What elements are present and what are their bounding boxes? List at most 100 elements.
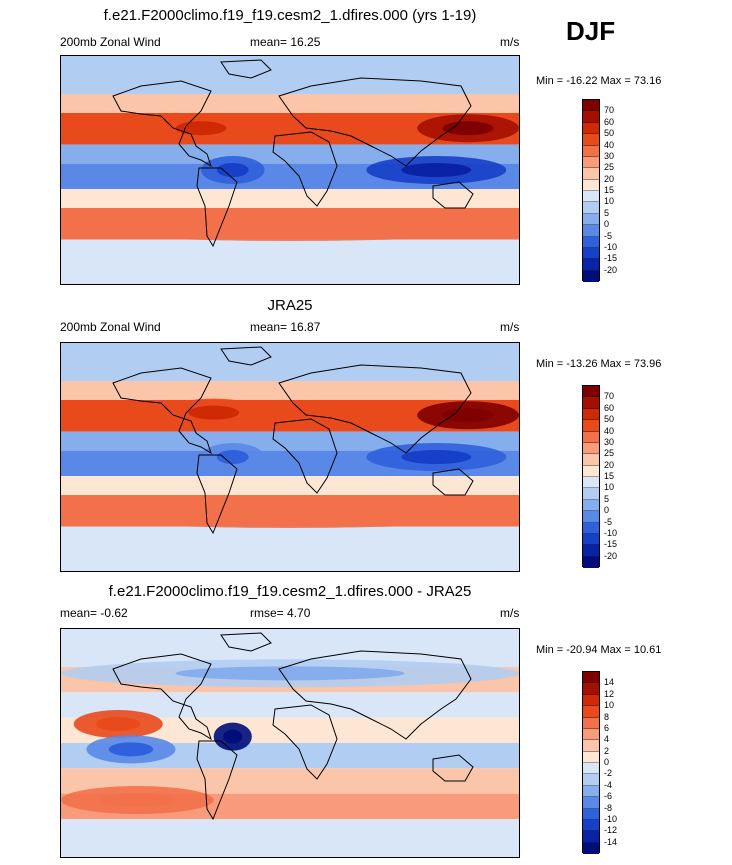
colorbar-swatch [583, 533, 599, 546]
colorbar-tick-label: 30 [604, 436, 615, 447]
colorbar-tick-label: -10 [604, 527, 618, 538]
coastline [220, 346, 272, 366]
wind-field-map [61, 629, 519, 857]
colorbar-tick-label: -15 [604, 539, 618, 550]
colorbar-swatch [583, 785, 599, 798]
colorbar-tick-label: 0 [604, 757, 610, 767]
colorbar-tick-label: 60 [604, 116, 615, 127]
colorbar-swatch [583, 672, 599, 684]
zonal-band [61, 189, 519, 208]
colorbar-tick-label: 25 [604, 162, 615, 173]
colorbar-tick-label: -4 [604, 779, 613, 790]
colorbar-swatch [583, 842, 599, 854]
panel-3-units: m/s [500, 606, 520, 620]
colorbar-tick-label: -6 [604, 791, 613, 802]
wind-feature-core [442, 121, 494, 136]
zonal-band [61, 343, 519, 381]
panel-3-minmax: Min = -20.94 Max = 10.61 [536, 644, 662, 656]
colorbar-swatch [583, 454, 599, 466]
coastline [432, 468, 474, 496]
colorbar-strip [582, 671, 600, 854]
zonal-band [61, 56, 519, 94]
colorbar-swatch [583, 111, 599, 123]
wind-feature-core [175, 507, 405, 521]
coastline [196, 454, 238, 535]
coastline [196, 167, 238, 248]
colorbar-swatch [583, 717, 599, 729]
colorbar-swatch [583, 763, 599, 775]
colorbar-tick-label: -12 [604, 825, 618, 836]
colorbar-tick-label: 0 [604, 219, 610, 230]
colorbar-tick-label: 4 [604, 734, 610, 745]
colorbar-tick-label: 5 [604, 207, 610, 218]
colorbar-tick-label: 10 [604, 700, 615, 711]
coastline [278, 364, 472, 454]
colorbar-swatch [583, 225, 599, 237]
coastline [272, 131, 338, 207]
colorbar-tick-label: 25 [604, 448, 615, 459]
panel-1-colorbar: 70 60 50 40 30 25 20 15 10 5 0 -5 -10 -15 -20 [582, 99, 642, 282]
coastline [220, 59, 272, 79]
colorbar-tick-label: 70 [604, 391, 615, 402]
zonal-band [61, 381, 519, 400]
colorbar-swatch [583, 156, 599, 169]
zonal-band [61, 819, 519, 857]
panel-3-colorbar: 14 12 10 8 6 4 2 0 -2 -4 -6 -8 -10 -12 -14 [582, 671, 642, 854]
panel-2-map [60, 342, 520, 572]
colorbar-swatch [583, 465, 599, 477]
wind-feature-core [99, 793, 176, 807]
colorbar-swatch [583, 728, 599, 741]
colorbar-swatch [583, 202, 599, 214]
wind-feature-core [108, 742, 154, 757]
colorbar-swatch [583, 797, 599, 809]
wind-feature-core [175, 666, 405, 681]
coastline [196, 740, 238, 821]
colorbar-swatch [583, 774, 599, 786]
colorbar-tick-label: 20 [604, 173, 615, 184]
coastline [272, 704, 338, 780]
wind-field-map [61, 56, 519, 284]
colorbar-swatch [583, 808, 599, 820]
colorbar-swatch [583, 408, 599, 421]
colorbar-tick-label: 60 [604, 402, 615, 413]
colorbar-swatch [583, 259, 599, 271]
colorbar-tick-label: 2 [604, 745, 610, 756]
colorbar-swatch [583, 499, 599, 512]
colorbar-tick-label: -10 [604, 241, 618, 252]
panel-2-left-label: 200mb Zonal Wind [60, 320, 161, 334]
colorbar-tick-label: 50 [604, 128, 615, 139]
colorbar-swatch [583, 420, 599, 432]
colorbar-swatch [583, 397, 599, 409]
wind-feature-core [175, 220, 405, 234]
colorbar-tick-label: -20 [604, 550, 618, 561]
panel-2-minmax: Min = -13.26 Max = 73.96 [536, 358, 662, 370]
colorbar-swatch [583, 134, 599, 146]
wind-feature-core [175, 121, 227, 136]
coastline [278, 650, 472, 740]
panel-1-minmax: Min = -16.22 Max = 73.16 [536, 75, 662, 87]
colorbar-swatch [583, 386, 599, 398]
colorbar-swatch [583, 751, 599, 763]
colorbar-swatch [583, 819, 599, 832]
colorbar-swatch [583, 191, 599, 203]
panel-2-center-label: mean= 16.87 [250, 320, 321, 334]
colorbar-swatch [583, 545, 599, 557]
colorbar-tick-label: 6 [604, 722, 610, 733]
wind-field-map [61, 343, 519, 571]
colorbar-swatch [583, 100, 599, 112]
colorbar-tick-label: 0 [604, 505, 610, 516]
colorbar-swatch [583, 168, 599, 180]
colorbar-swatch [583, 706, 599, 718]
colorbar-swatch [583, 236, 599, 248]
panel-1-title: f.e21.F2000climo.f19_f19.cesm2_1.dfires.… [103, 7, 477, 24]
colorbar-tick-label: -2 [604, 768, 613, 779]
colorbar-swatch [583, 213, 599, 226]
panel-3-title: f.e21.F2000climo.f19_f19.cesm2_1.dfires.… [108, 583, 472, 600]
wind-feature-core [223, 729, 243, 744]
coastline [112, 367, 212, 455]
panel-3-center-label: rmse= 4.70 [250, 606, 311, 620]
coastline [432, 754, 474, 782]
colorbar-swatch [583, 556, 599, 568]
colorbar-tick-label: -5 [604, 516, 613, 527]
panel-1-units: m/s [500, 35, 520, 49]
